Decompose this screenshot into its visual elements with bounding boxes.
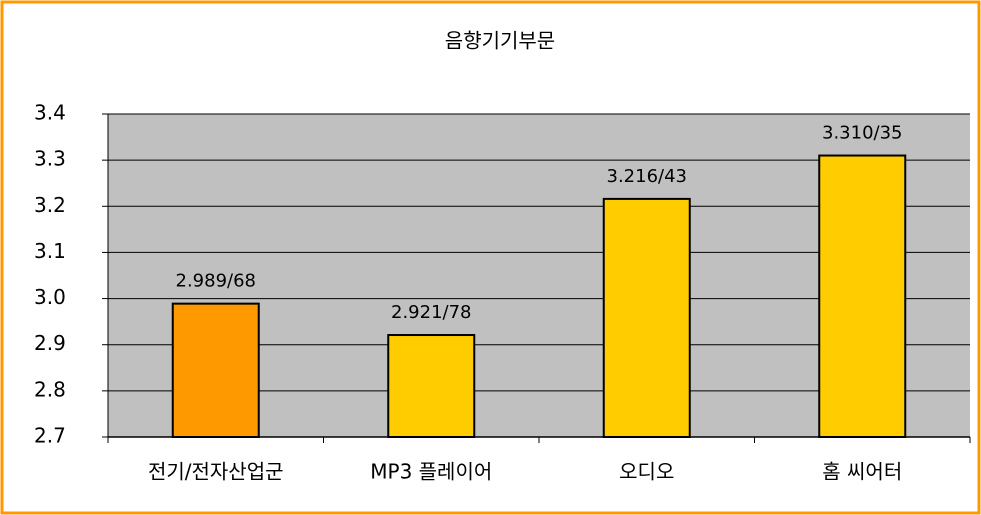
x-tick-label: 전기/전자산업군: [148, 460, 284, 484]
bar: [818, 154, 907, 438]
data-label: 2.921/78: [391, 302, 472, 323]
chart-title: 음향기기부문: [445, 29, 555, 53]
y-tick-label: 3.4: [34, 101, 66, 125]
y-tick-label: 2.9: [34, 331, 66, 355]
y-tick-label: 2.7: [34, 424, 66, 448]
y-tick-label: 2.8: [34, 377, 66, 401]
y-tick-label: 3.3: [34, 147, 66, 171]
x-tick-label: 홈 씨어터: [822, 460, 902, 484]
data-label: 3.310/35: [822, 123, 903, 144]
y-tick-label: 3.2: [34, 193, 66, 217]
data-label: 2.989/68: [176, 271, 257, 292]
y-tick-label: 3.1: [34, 239, 66, 263]
data-label: 3.216/43: [607, 166, 688, 187]
x-tick-label: 오디오: [619, 460, 674, 484]
bar: [387, 334, 476, 439]
x-tick-label: MP3 플레이어: [370, 460, 492, 484]
bar: [171, 302, 260, 439]
bar: [602, 197, 691, 438]
y-tick-label: 3.0: [34, 285, 66, 309]
